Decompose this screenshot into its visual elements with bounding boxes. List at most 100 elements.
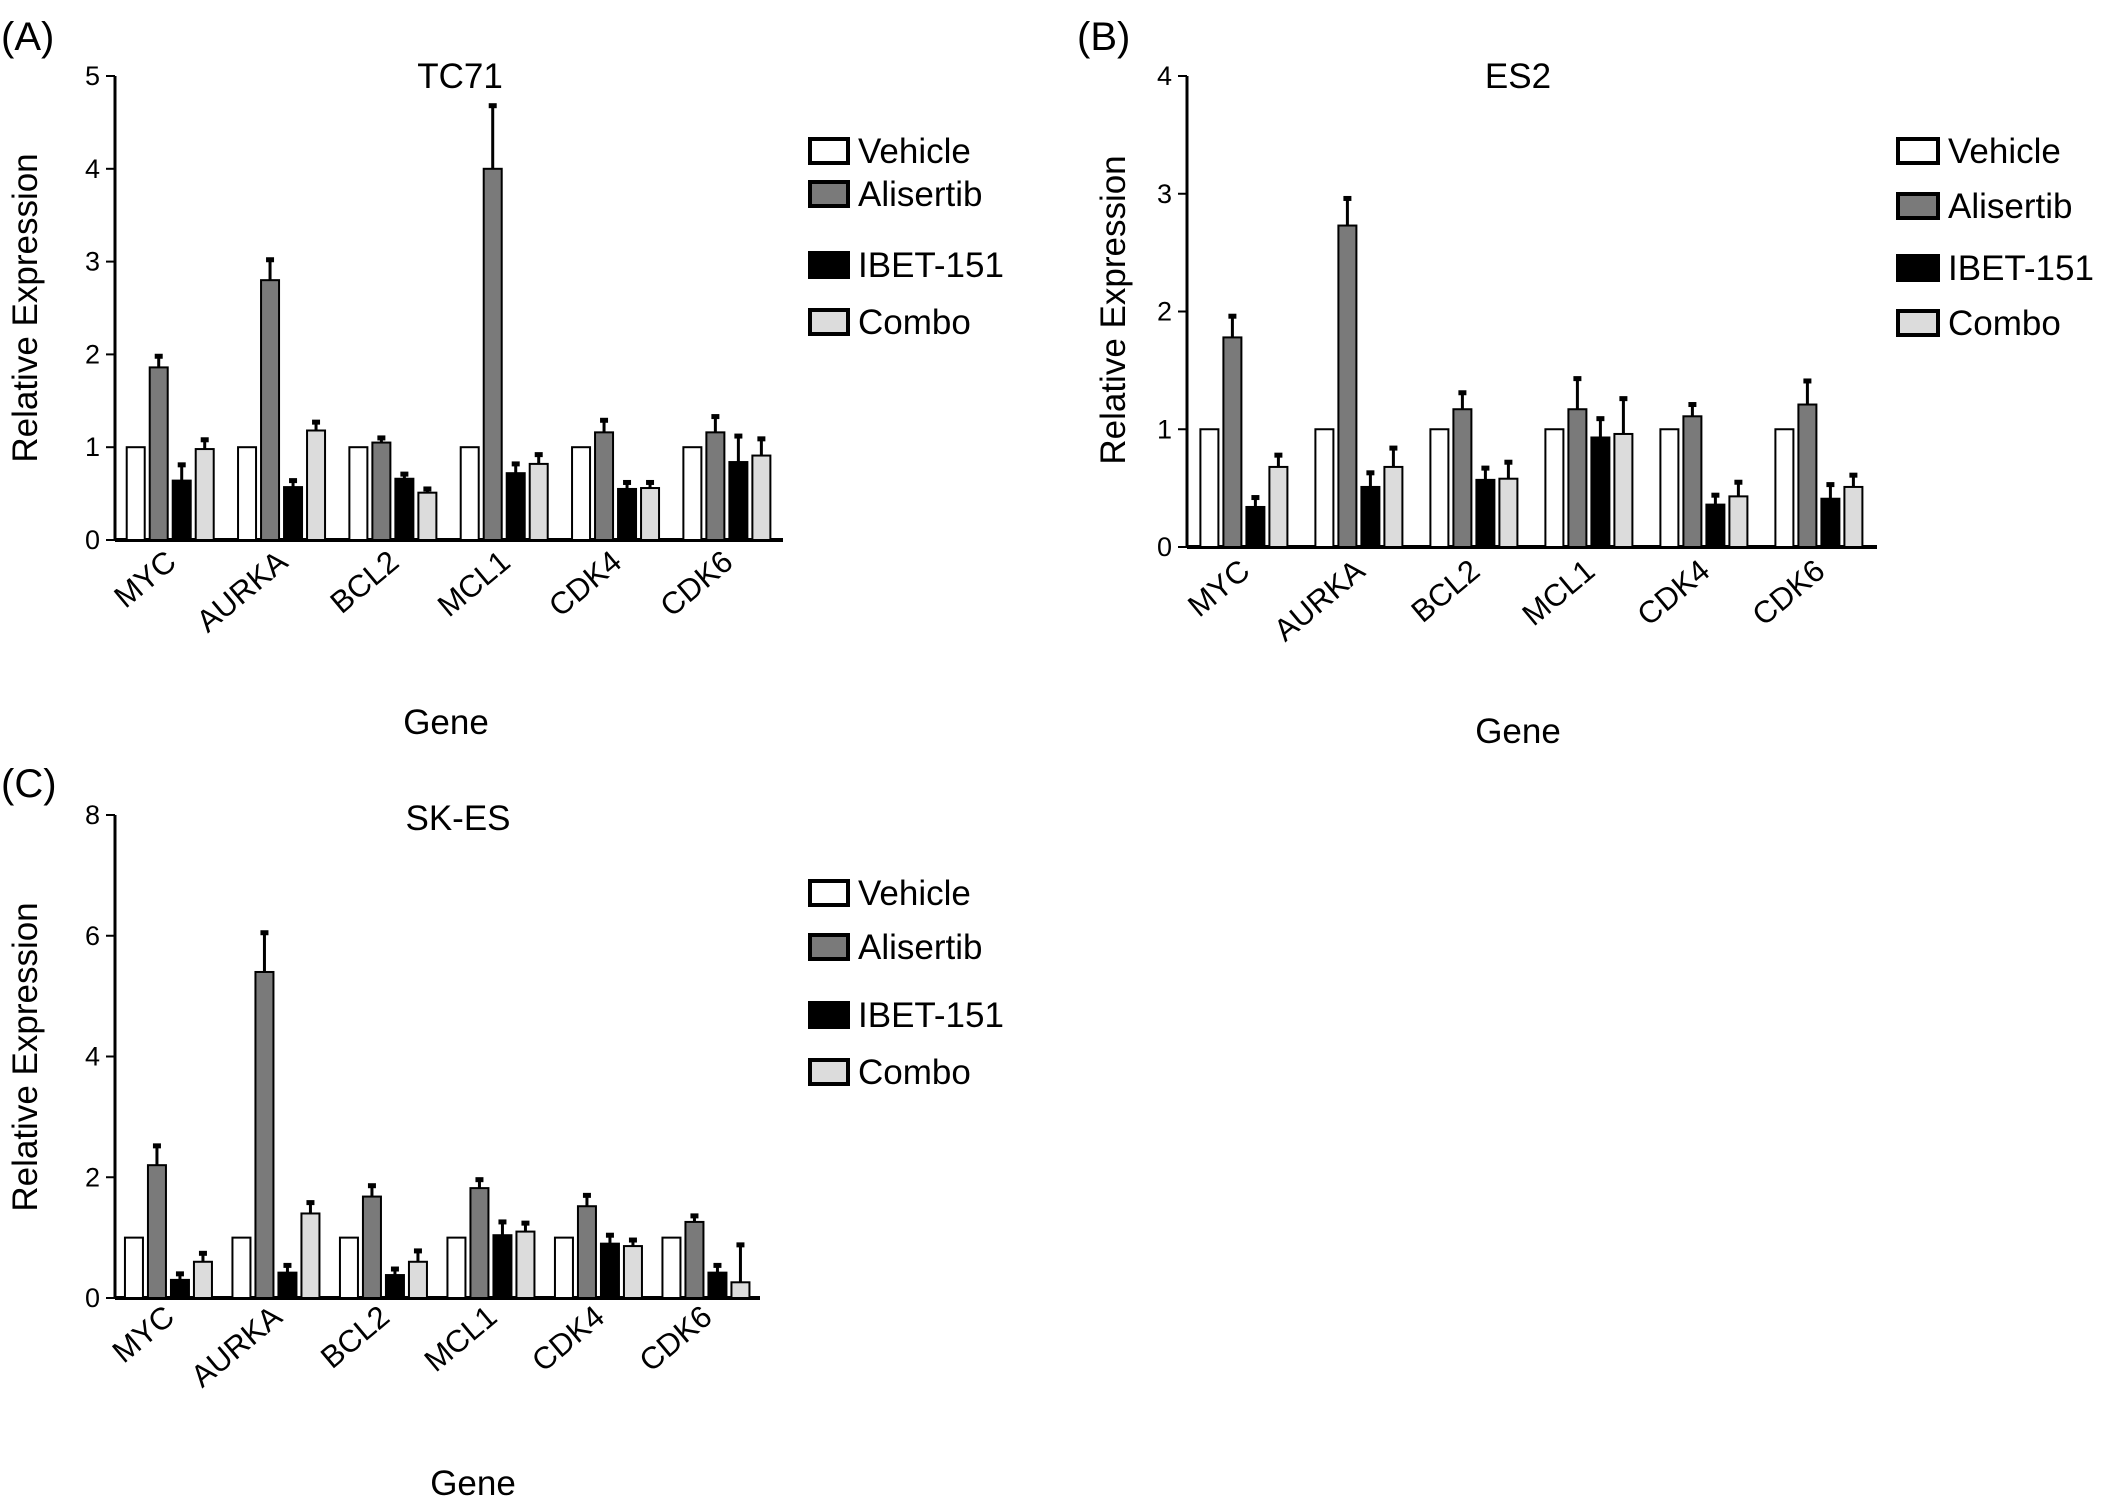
y-tick-label: 1: [85, 432, 100, 462]
bar-alisertib: [146, 1164, 167, 1300]
bar-alisertib: [576, 1205, 597, 1299]
bar-vehicle: [237, 446, 258, 542]
bar-ibet-151: [707, 1271, 728, 1299]
bar-combo: [1498, 477, 1519, 548]
category-label: MCL1: [1516, 553, 1602, 633]
bar-alisertib: [469, 1187, 490, 1300]
legend-label: Alisertib: [858, 175, 982, 214]
legend-swatch: [808, 1001, 850, 1029]
bar-alisertib: [1222, 336, 1243, 548]
y-tick-label: 3: [85, 247, 100, 277]
chart-title: SK-ES: [405, 799, 510, 838]
bar-combo: [1613, 432, 1634, 548]
y-tick-label: 4: [1157, 61, 1172, 91]
bar-vehicle: [661, 1236, 682, 1299]
bar-vehicle: [348, 446, 369, 542]
bar-ibet-151: [1590, 436, 1611, 548]
chart-panel-b: (B) ES2 Relative Expression Gene 0 1 2 3 4 MYC AUR…: [1077, 15, 2094, 751]
legend-label: Alisertib: [858, 928, 982, 967]
legend-swatch: [808, 180, 850, 208]
y-tick-label: 6: [85, 921, 100, 951]
category-label: AURKA: [1267, 552, 1372, 648]
legend-swatch: [1896, 309, 1940, 337]
y-tick-label: 3: [1157, 179, 1172, 209]
y-tick-label: 0: [1157, 532, 1172, 562]
legend-swatch: [1896, 192, 1940, 220]
bar-alisertib: [1337, 224, 1358, 548]
y-tick-label: 8: [85, 800, 100, 830]
bar-combo: [300, 1212, 321, 1299]
bar-vehicle: [1314, 428, 1335, 548]
bar-combo: [622, 1245, 643, 1300]
y-tick-label: 0: [85, 525, 100, 555]
bar-alisertib: [684, 1220, 705, 1299]
bar-combo: [515, 1230, 536, 1300]
bar-vehicle: [1544, 428, 1565, 548]
bar-vehicle: [1659, 428, 1680, 548]
legend-label: IBET-151: [858, 996, 1004, 1035]
legend-swatch: [808, 308, 850, 336]
legend-label: Combo: [858, 1053, 971, 1092]
chart-title: ES2: [1485, 57, 1551, 96]
legend-swatch: [808, 1058, 850, 1086]
y-tick-label: 0: [85, 1283, 100, 1313]
category-label: CDK6: [1746, 553, 1832, 633]
bar-vehicle: [231, 1236, 252, 1299]
bar-combo: [1383, 465, 1404, 548]
bar-vehicle: [446, 1236, 467, 1299]
x-axis-label: Gene: [1475, 712, 1561, 751]
category-label: BCL2: [314, 1299, 396, 1376]
category-label: AURKA: [184, 1298, 289, 1394]
legend-swatch: [1896, 254, 1940, 282]
legend-label: IBET-151: [1948, 249, 2094, 288]
legend-swatch: [808, 251, 850, 279]
legend-swatch: [808, 137, 850, 165]
category-label: MYC: [1181, 553, 1256, 624]
bar-combo: [192, 1260, 213, 1300]
legend-label: Combo: [1948, 304, 2061, 343]
panel-label: (B): [1077, 15, 1130, 59]
chart-title: TC71: [417, 57, 503, 96]
y-tick-label: 2: [85, 339, 100, 369]
bar-combo: [1728, 495, 1749, 548]
bar-combo: [730, 1281, 751, 1299]
y-tick-label: 2: [85, 1162, 100, 1192]
y-axis-label: Relative Expression: [6, 902, 45, 1211]
bar-ibet-151: [384, 1274, 405, 1299]
bar-vehicle: [459, 446, 480, 542]
bar-combo: [1843, 485, 1864, 549]
legend-swatch: [1896, 137, 1940, 165]
bar-vehicle: [338, 1236, 359, 1299]
y-tick-label: 2: [1157, 297, 1172, 327]
bar-ibet-151: [1705, 503, 1726, 548]
bar-vehicle: [571, 446, 592, 542]
bar-ibet-151: [492, 1234, 513, 1299]
bar-ibet-151: [1245, 505, 1266, 548]
bar-vehicle: [125, 446, 146, 542]
y-tick-label: 4: [85, 154, 100, 184]
y-axis-label: Relative Expression: [6, 153, 45, 462]
legend-label: Vehicle: [1948, 132, 2061, 171]
category-label: CDK4: [1631, 553, 1717, 633]
bar-alisertib: [1682, 415, 1703, 548]
y-tick-label: 5: [85, 61, 100, 91]
bar-ibet-151: [1360, 485, 1381, 549]
bar-vehicle: [1199, 428, 1220, 548]
category-label: CDK4: [525, 1299, 611, 1379]
x-axis-label: Gene: [403, 703, 489, 742]
bar-vehicle: [553, 1236, 574, 1299]
category-label: BCL2: [1404, 553, 1486, 630]
bar-alisertib: [254, 970, 275, 1299]
y-axis-label: Relative Expression: [1094, 155, 1133, 464]
bar-alisertib: [1567, 408, 1588, 549]
bar-ibet-151: [277, 1271, 298, 1299]
bar-vehicle: [682, 446, 703, 542]
category-label: MYC: [106, 1299, 181, 1370]
panel-label: (C): [1, 762, 57, 806]
bar-ibet-151: [1475, 478, 1496, 549]
panel-label: (A): [1, 15, 54, 59]
legend-label: Vehicle: [858, 132, 971, 171]
bar-ibet-151: [169, 1278, 190, 1299]
legend-label: Combo: [858, 303, 971, 342]
